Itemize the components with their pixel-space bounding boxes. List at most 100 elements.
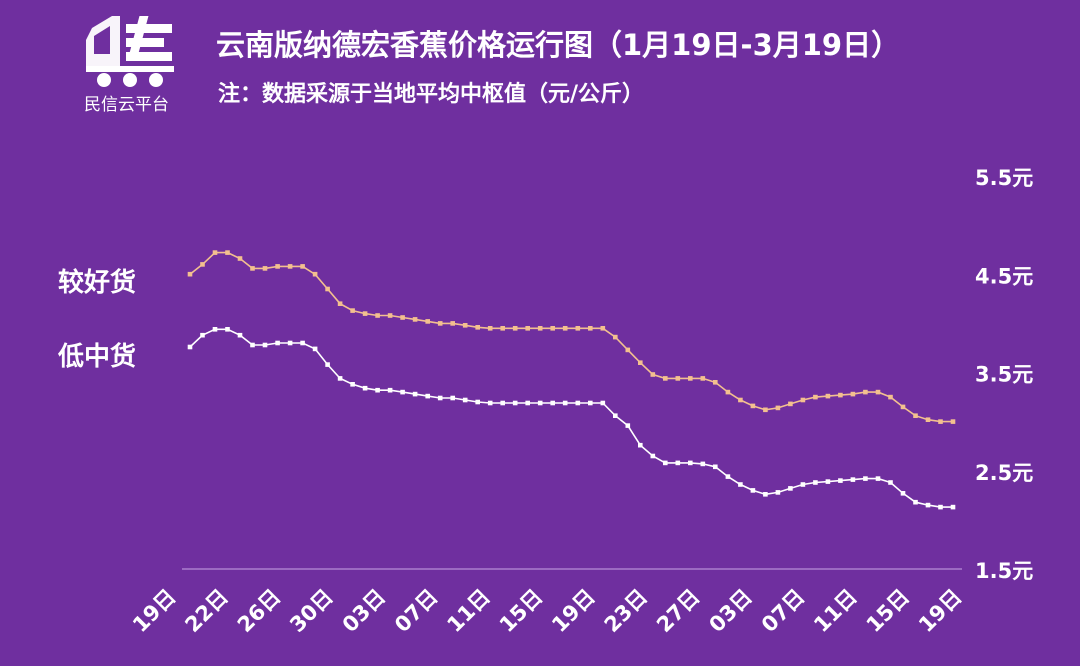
x-tick-label: 19日 <box>128 585 180 637</box>
x-tick-label: 03日 <box>704 585 756 637</box>
data-point-low <box>813 480 818 485</box>
data-point-low <box>500 400 505 406</box>
x-tick-label-text: 19日 <box>547 585 599 637</box>
data-point-good <box>600 326 606 331</box>
x-tick-label-text: 27日 <box>652 585 704 637</box>
data-point-good <box>613 334 618 340</box>
data-point-good <box>225 250 230 255</box>
data-point-low <box>913 499 918 505</box>
data-point-low <box>650 453 656 459</box>
data-point-low <box>275 340 280 346</box>
series-label-good: 较好货 <box>58 268 137 298</box>
data-point-low <box>237 332 243 338</box>
data-point-low <box>600 400 606 406</box>
data-point-low <box>300 340 305 346</box>
data-point-good <box>900 404 906 410</box>
data-point-good <box>475 325 480 330</box>
data-point-low <box>625 423 631 428</box>
data-point-good <box>212 250 218 255</box>
data-point-low <box>525 400 530 406</box>
data-point-good <box>450 321 455 326</box>
x-tick-label: 15日 <box>495 585 547 637</box>
data-point-low <box>875 476 881 481</box>
data-point-low <box>487 400 493 406</box>
data-point-low <box>750 488 756 493</box>
data-point-good <box>950 419 956 424</box>
data-point-low <box>850 477 856 482</box>
x-tick-label-text: 11日 <box>442 585 494 637</box>
data-point-low <box>375 387 380 393</box>
data-point-good <box>663 376 668 381</box>
data-point-good <box>512 326 518 331</box>
x-tick-label-text: 07日 <box>390 585 442 637</box>
y-tick-label: 2.5元 <box>975 461 1033 485</box>
data-point-good <box>738 397 743 403</box>
data-point-good <box>763 407 768 413</box>
data-point-good <box>788 401 793 407</box>
y-tick-label: 3.5元 <box>975 363 1033 387</box>
data-point-low <box>688 460 693 466</box>
data-point-low <box>788 486 793 491</box>
x-tick-label: 07日 <box>390 585 442 637</box>
data-point-good <box>462 323 468 328</box>
data-point-low <box>387 387 393 393</box>
data-point-good <box>575 326 581 331</box>
data-point-low <box>700 461 706 467</box>
data-point-good <box>387 313 393 318</box>
x-tick-label: 15日 <box>862 585 914 637</box>
data-point-low <box>200 332 205 338</box>
data-point-good <box>688 376 693 381</box>
data-point-good <box>537 326 543 331</box>
data-point-good <box>200 262 205 267</box>
data-point-good <box>813 394 818 400</box>
data-point-low <box>763 492 768 497</box>
data-point-good <box>237 256 243 261</box>
y-tick-label: 5.5元 <box>975 166 1033 190</box>
y-tick-label: 1.5元 <box>975 559 1033 583</box>
x-tick-label-text: 19日 <box>128 585 180 637</box>
data-point-low <box>350 382 355 387</box>
truck-icon <box>86 16 174 87</box>
series-label-low: 低中货 <box>58 342 137 372</box>
x-tick-label: 26日 <box>233 585 285 637</box>
y-tick-label: 4.5元 <box>975 264 1033 288</box>
data-point-low <box>437 395 443 401</box>
data-point-low <box>325 362 330 367</box>
brand-logo: 民信云平台 <box>78 10 188 115</box>
data-point-good <box>750 403 756 409</box>
data-point-low <box>725 474 731 479</box>
data-point-good <box>425 319 430 324</box>
data-point-good <box>925 417 931 422</box>
data-point-low <box>512 400 518 406</box>
data-point-good <box>500 326 505 331</box>
data-point-low <box>638 442 643 448</box>
data-point-low <box>262 342 268 348</box>
data-point-good <box>375 313 380 318</box>
x-tick-label-text: 11日 <box>809 585 861 637</box>
data-point-low <box>663 460 668 466</box>
data-point-good <box>412 317 418 322</box>
data-point-low <box>250 342 255 348</box>
data-point-good <box>437 321 443 326</box>
data-point-low <box>738 482 743 487</box>
data-point-low <box>800 482 806 487</box>
x-tick-label-text: 15日 <box>495 585 547 637</box>
data-point-good <box>713 380 718 385</box>
data-point-good <box>525 326 530 331</box>
x-tick-label: 03日 <box>338 585 390 637</box>
x-tick-label-text: 03日 <box>704 585 756 637</box>
x-tick-label-text: 07日 <box>757 585 809 637</box>
data-point-good <box>775 405 781 411</box>
data-point-low <box>925 502 931 508</box>
data-point-low <box>187 344 193 350</box>
data-point-good <box>700 376 706 381</box>
page-title: 云南版纳德宏香蕉价格运行图（1月19日-3月19日） <box>216 28 901 62</box>
data-point-low <box>462 397 468 403</box>
x-tick-label-text: 23日 <box>600 585 652 637</box>
data-point-low <box>938 504 943 510</box>
data-point-good <box>850 391 856 397</box>
data-point-good <box>312 271 318 277</box>
data-point-low <box>225 327 230 332</box>
data-point-low <box>450 395 455 401</box>
